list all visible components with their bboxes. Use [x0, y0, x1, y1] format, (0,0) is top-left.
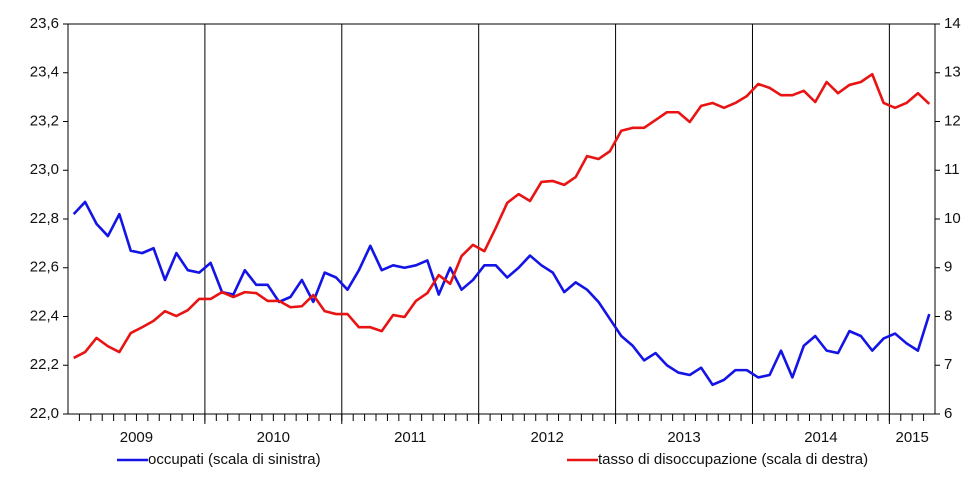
x-tick-label: 2010 — [257, 429, 290, 446]
y2-tick-label: 11 — [944, 161, 960, 178]
y-tick-label: 22,6 — [30, 259, 59, 276]
x-tick-label: 2009 — [120, 429, 153, 446]
y-tick-label: 22,0 — [30, 405, 59, 422]
y2-tick-label: 9 — [944, 259, 952, 276]
y2-tick-label: 13 — [944, 64, 961, 81]
y2-tick-label: 14 — [944, 15, 961, 32]
legend-label: occupati (scala di sinistra) — [148, 451, 321, 468]
x-tick-label: 2015 — [895, 429, 928, 446]
y-tick-label: 22,2 — [30, 356, 59, 373]
y2-tick-label: 8 — [944, 307, 952, 324]
y2-tick-label: 12 — [944, 112, 961, 129]
y-tick-label: 23,2 — [30, 112, 59, 129]
x-tick-label: 2014 — [804, 429, 837, 446]
y-tick-label: 23,0 — [30, 161, 59, 178]
series-line — [72, 200, 931, 387]
plot-frame — [67, 23, 936, 415]
y2-tick-label: 10 — [944, 210, 961, 227]
x-tick-label: 2012 — [530, 429, 563, 446]
series-line — [73, 72, 931, 360]
legend-label: tasso di disoccupazione (scala di destra… — [598, 451, 868, 468]
x-tick-label: 2011 — [394, 429, 426, 446]
y2-tick-label: 6 — [944, 405, 952, 422]
y-tick-label: 23,4 — [30, 64, 59, 81]
y-tick-label: 22,8 — [30, 210, 59, 227]
y2-tick-label: 7 — [944, 356, 952, 373]
x-tick-label: 2013 — [667, 429, 700, 446]
y-tick-label: 23,6 — [30, 15, 59, 32]
y-tick-label: 22,4 — [30, 307, 59, 324]
